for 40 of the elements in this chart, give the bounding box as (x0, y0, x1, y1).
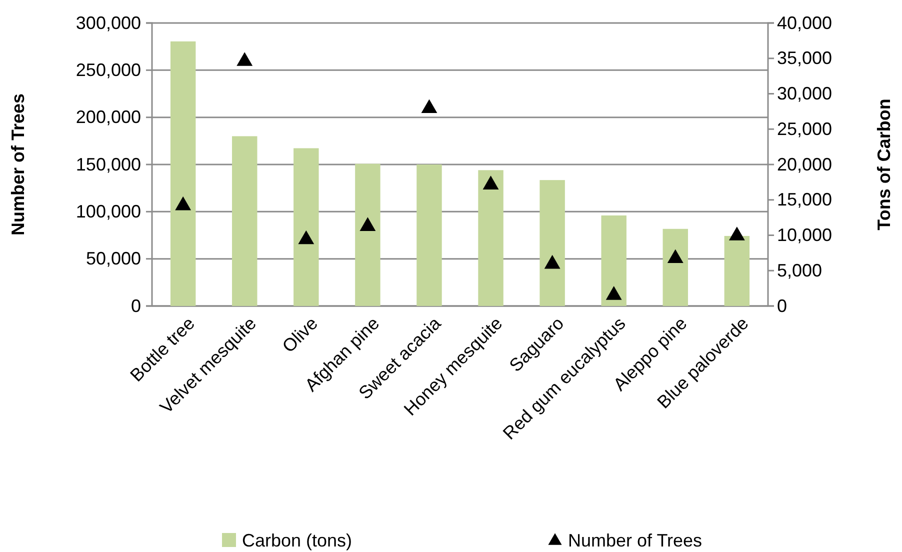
point (482, 176, 499, 190)
y2-tick-label: 35,000 (777, 48, 832, 68)
y2-tick-label: 40,000 (777, 12, 832, 33)
y-tick-label: 200,000 (76, 107, 141, 128)
bar (601, 215, 626, 306)
bar (170, 41, 196, 306)
point (360, 217, 376, 231)
bar (478, 170, 504, 306)
point (667, 249, 684, 264)
point (298, 230, 314, 244)
legend-label: Number of Trees (568, 530, 702, 550)
y2-tick-label: 5,000 (777, 260, 822, 280)
y2-tick-label: 30,000 (777, 84, 832, 104)
legend-label: Carbon (tons) (242, 530, 352, 550)
y2-tick-label: 10,000 (777, 225, 832, 246)
point (606, 286, 622, 300)
bar (662, 228, 688, 306)
y2-tick-label: 25,000 (777, 118, 832, 139)
y-tick-label: 100,000 (76, 201, 141, 222)
y2-axis-title: Tons of Carbon (874, 98, 894, 230)
point (421, 99, 438, 114)
y-tick-label: 250,000 (76, 60, 141, 80)
point (544, 254, 560, 269)
y-tick-label: 50,000 (86, 248, 141, 269)
y2-tick-label: 15,000 (777, 190, 832, 210)
point (728, 226, 745, 240)
bar (416, 164, 442, 306)
bar (540, 180, 565, 306)
bar (232, 136, 258, 306)
y-tick-label: 150,000 (76, 154, 141, 174)
y-tick-label: 300,000 (76, 12, 141, 33)
point (175, 196, 192, 210)
bar (294, 148, 319, 306)
bar (724, 236, 750, 306)
y-axis-title: Number of Trees (8, 93, 28, 236)
point (236, 52, 253, 66)
y-tick-label: 0 (130, 296, 141, 316)
bar (355, 164, 380, 306)
y2-tick-label: 0 (777, 296, 788, 316)
y2-tick-label: 20,000 (777, 154, 832, 174)
